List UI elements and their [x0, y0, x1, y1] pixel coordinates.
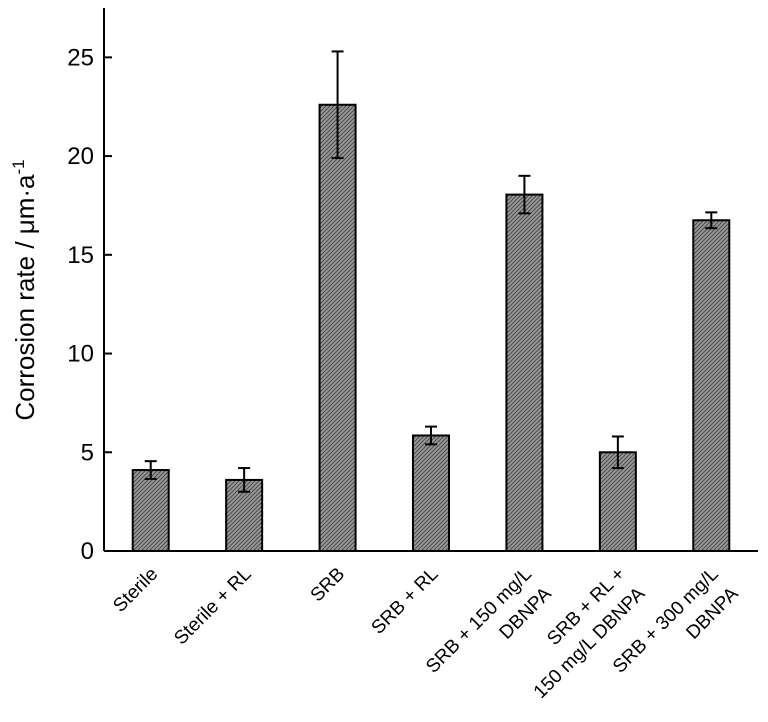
error-bar-7 [705, 211, 718, 230]
y-tick-label: 20 [67, 143, 94, 170]
y-tick-label: 15 [67, 242, 94, 269]
error-bar-2 [238, 467, 251, 493]
y-tick-label: 5 [81, 439, 94, 466]
bar-4 [412, 434, 450, 553]
x-tick-label-2: Sterile + RL [170, 564, 255, 649]
x-tick-label-7: SRB + 300 mg/LDBNPA [609, 563, 743, 697]
bars-layer [131, 103, 731, 553]
x-tick-label-6: SRB + RL +150 mg/L DBNPA [510, 563, 649, 702]
x-tick-label-1: Sterile [109, 564, 162, 617]
bar-7 [692, 219, 731, 552]
error-bar-5 [518, 174, 531, 215]
x-tick-label-4: SRB + RL [368, 564, 443, 639]
x-tick-label-line: SRB [307, 564, 349, 606]
error-bar-6 [611, 435, 624, 470]
y-tick-label: 10 [67, 341, 94, 368]
error-bar-4 [425, 425, 437, 446]
x-tick-label-5: SRB + 150 mg/LDBNPA [422, 563, 556, 697]
error-bar-3 [331, 50, 344, 160]
x-tick-label-3: SRB [307, 564, 349, 606]
y-axis-title: Corrosion rate / μm·a-1 [9, 159, 40, 420]
axes-layer [103, 8, 758, 552]
y-axis-title-text: Corrosion rate / μm·a [10, 174, 40, 421]
error-bar-1 [144, 460, 157, 480]
bar-3 [318, 103, 357, 553]
y-axis-title-superscript: -1 [9, 159, 28, 174]
y-tick-label: 25 [67, 44, 94, 71]
error-bars-layer [144, 50, 718, 493]
x-tick-label-line: Sterile + RL [170, 564, 255, 649]
bar-5 [505, 193, 544, 552]
x-tick-label-line: Sterile [109, 564, 162, 617]
y-ticks-layer: 0 5 10 15 20 25 [67, 44, 112, 565]
x-tick-label-line: SRB + RL [368, 564, 443, 639]
bar-1 [131, 469, 170, 552]
y-tick-label: 0 [81, 538, 94, 565]
